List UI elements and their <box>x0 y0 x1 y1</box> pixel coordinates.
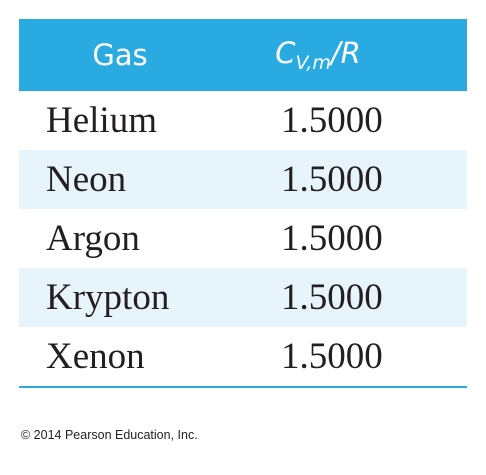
table-row: Neon 1.5000 <box>19 150 467 209</box>
table-row: Argon 1.5000 <box>19 209 467 268</box>
header-over-r: /R <box>330 36 361 70</box>
header-cvm-symbol: C <box>275 36 296 70</box>
gas-name-cell: Krypton <box>46 277 170 318</box>
copyright-footer: © 2014 Pearson Education, Inc. <box>21 428 198 442</box>
header-cvm-subscript: V,m <box>295 52 331 74</box>
gas-name-cell: Xenon <box>46 336 145 377</box>
table-header-row: Gas CV,m/R <box>19 19 467 91</box>
cvm-value-cell: 1.5000 <box>281 100 383 141</box>
gas-name-cell: Helium <box>46 100 157 141</box>
cvm-value-cell: 1.5000 <box>281 218 383 259</box>
table-row: Xenon 1.5000 <box>19 327 467 386</box>
cvm-value-cell: 1.5000 <box>281 159 383 200</box>
gas-name-cell: Argon <box>46 218 140 259</box>
gas-name-cell: Neon <box>46 159 127 200</box>
header-cvm-over-r: CV,m/R <box>209 36 467 74</box>
header-gas: Gas <box>92 38 148 72</box>
table-row: Krypton 1.5000 <box>19 268 467 327</box>
table-row: Helium 1.5000 <box>19 91 467 150</box>
gas-heat-capacity-table: Gas CV,m/R Helium 1.5000 Neon 1.5000 Arg… <box>19 19 467 388</box>
cvm-value-cell: 1.5000 <box>281 336 383 377</box>
table-bottom-rule <box>19 386 467 388</box>
cvm-value-cell: 1.5000 <box>281 277 383 318</box>
